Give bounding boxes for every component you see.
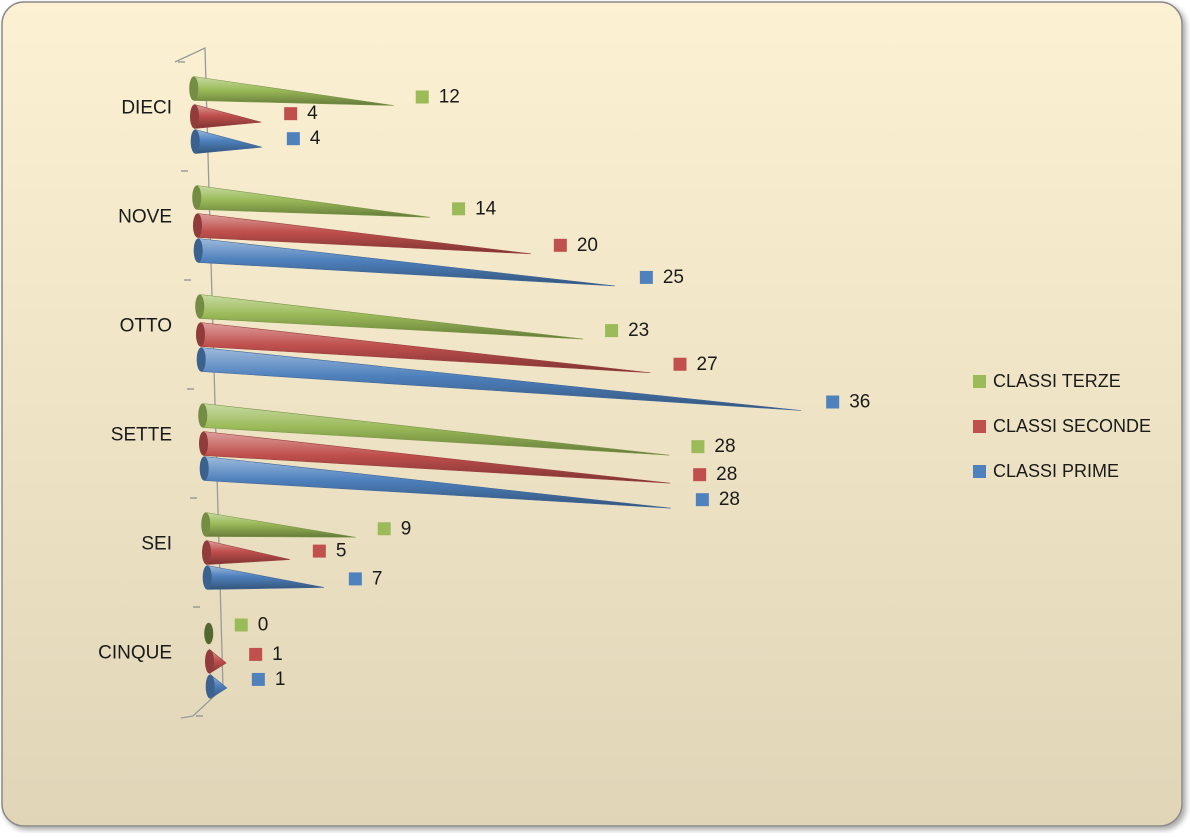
cone-base (198, 403, 208, 428)
data-label-marker (639, 270, 653, 284)
cone-base (192, 185, 202, 210)
data-label-marker (312, 544, 326, 558)
cone-base (196, 322, 205, 347)
data-label-marker (286, 132, 300, 146)
legend-label: CLASSI PRIME (993, 461, 1119, 481)
data-label-marker (605, 324, 619, 338)
cone-base (195, 294, 205, 319)
cone-base (205, 674, 215, 699)
data-label-marker (377, 522, 391, 536)
data-label: 9 (401, 518, 412, 539)
legend-label: CLASSI TERZE (993, 371, 1121, 391)
data-label: 25 (663, 267, 684, 288)
data-label-marker (691, 440, 705, 454)
cone-base-zero (204, 622, 214, 645)
category-label: SETTE (111, 425, 172, 446)
data-label: 1 (272, 644, 283, 665)
data-label-marker (673, 357, 687, 371)
data-label: 4 (307, 103, 318, 124)
axis-base-line (180, 715, 194, 719)
data-label: 28 (714, 436, 735, 457)
data-label-marker (695, 493, 709, 507)
legend-swatch (973, 465, 986, 478)
cone-base (189, 76, 199, 101)
cone-base (190, 129, 200, 154)
data-label-marker (249, 647, 263, 661)
data-label-marker (553, 238, 567, 252)
data-label: 0 (258, 615, 269, 636)
chart-frame (1, 1, 1183, 827)
cone-base (199, 456, 209, 481)
data-label-marker (234, 618, 248, 632)
data-label: 5 (336, 541, 347, 562)
data-label-marker (693, 468, 707, 482)
data-label: 12 (439, 87, 460, 108)
data-label: 7 (372, 568, 383, 589)
data-label-marker (826, 395, 840, 409)
data-label-marker (348, 572, 362, 586)
cone-base (199, 431, 208, 456)
data-label-marker (251, 672, 265, 686)
cone-base (202, 565, 212, 590)
cone-base (202, 540, 211, 565)
data-label-marker (284, 107, 298, 121)
data-label: 28 (716, 464, 737, 485)
category-label: SEI (141, 534, 172, 555)
data-label: 20 (577, 235, 598, 256)
data-label: 36 (849, 392, 870, 413)
data-label-marker (452, 202, 466, 216)
category-label: CINQUE (98, 643, 172, 664)
category-label: DIECI (121, 98, 172, 119)
data-label: 1 (275, 669, 286, 690)
legend-label: CLASSI SECONDE (993, 416, 1151, 436)
data-label: 4 (310, 128, 321, 149)
legend-swatch (973, 420, 986, 433)
legend-swatch (973, 375, 986, 388)
data-label: 23 (628, 320, 649, 341)
cone-base (190, 104, 199, 129)
category-label: OTTO (120, 316, 172, 337)
data-label: 27 (697, 354, 718, 375)
category-label: NOVE (118, 207, 172, 228)
cone-base (196, 347, 206, 372)
data-label: 28 (719, 489, 740, 510)
cone-base (193, 213, 202, 238)
data-label-marker (415, 90, 429, 104)
cone-base (205, 649, 214, 674)
data-label: 14 (475, 198, 497, 219)
cone-base (193, 238, 203, 263)
cone-base (201, 512, 211, 537)
